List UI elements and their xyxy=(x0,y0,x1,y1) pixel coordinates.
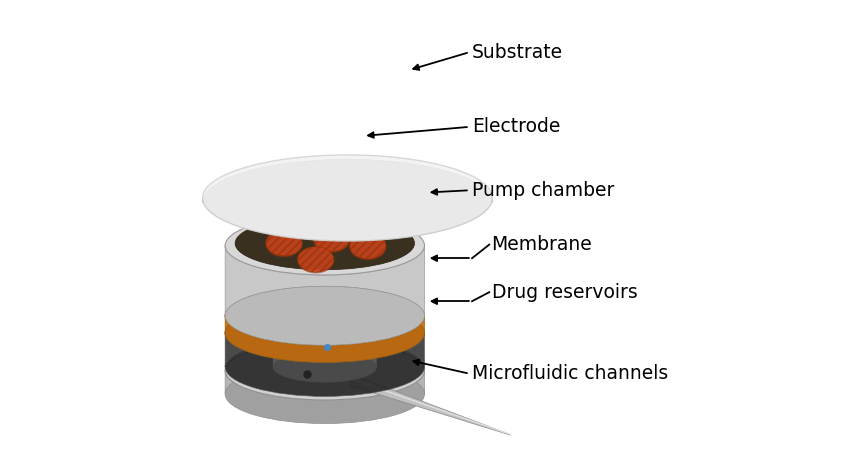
Ellipse shape xyxy=(306,208,343,234)
Ellipse shape xyxy=(273,352,377,382)
Ellipse shape xyxy=(273,214,309,240)
Ellipse shape xyxy=(225,286,425,345)
Ellipse shape xyxy=(266,232,302,257)
Ellipse shape xyxy=(339,235,381,247)
Ellipse shape xyxy=(329,231,390,248)
Text: Drug reservoirs: Drug reservoirs xyxy=(492,283,637,302)
Text: Membrane: Membrane xyxy=(492,235,592,254)
Ellipse shape xyxy=(225,286,425,345)
Ellipse shape xyxy=(260,243,320,260)
Ellipse shape xyxy=(298,248,334,274)
Ellipse shape xyxy=(313,227,350,253)
Ellipse shape xyxy=(225,304,425,362)
Ellipse shape xyxy=(269,246,311,259)
Polygon shape xyxy=(202,159,492,241)
Ellipse shape xyxy=(329,243,390,260)
Ellipse shape xyxy=(225,216,425,275)
Ellipse shape xyxy=(273,216,309,241)
Ellipse shape xyxy=(225,337,425,396)
Ellipse shape xyxy=(235,217,414,270)
Ellipse shape xyxy=(339,246,381,259)
Polygon shape xyxy=(350,376,511,435)
Text: Electrode: Electrode xyxy=(472,117,560,136)
Text: Pump chamber: Pump chamber xyxy=(472,181,614,200)
Ellipse shape xyxy=(298,247,334,272)
Ellipse shape xyxy=(343,216,379,241)
Ellipse shape xyxy=(350,235,386,260)
Ellipse shape xyxy=(202,155,492,241)
Text: Substrate: Substrate xyxy=(472,43,563,62)
Ellipse shape xyxy=(225,304,425,362)
Ellipse shape xyxy=(313,226,350,251)
Polygon shape xyxy=(273,333,377,367)
Ellipse shape xyxy=(273,318,377,348)
Polygon shape xyxy=(225,333,425,367)
Polygon shape xyxy=(225,246,425,316)
Ellipse shape xyxy=(266,231,302,256)
Ellipse shape xyxy=(350,234,386,259)
Polygon shape xyxy=(225,365,425,400)
Ellipse shape xyxy=(306,207,343,232)
Ellipse shape xyxy=(225,365,425,424)
Ellipse shape xyxy=(225,341,425,400)
Ellipse shape xyxy=(269,235,311,247)
Ellipse shape xyxy=(260,231,320,248)
Polygon shape xyxy=(225,304,425,345)
Ellipse shape xyxy=(343,214,379,240)
Text: Microfluidic channels: Microfluidic channels xyxy=(472,364,668,383)
